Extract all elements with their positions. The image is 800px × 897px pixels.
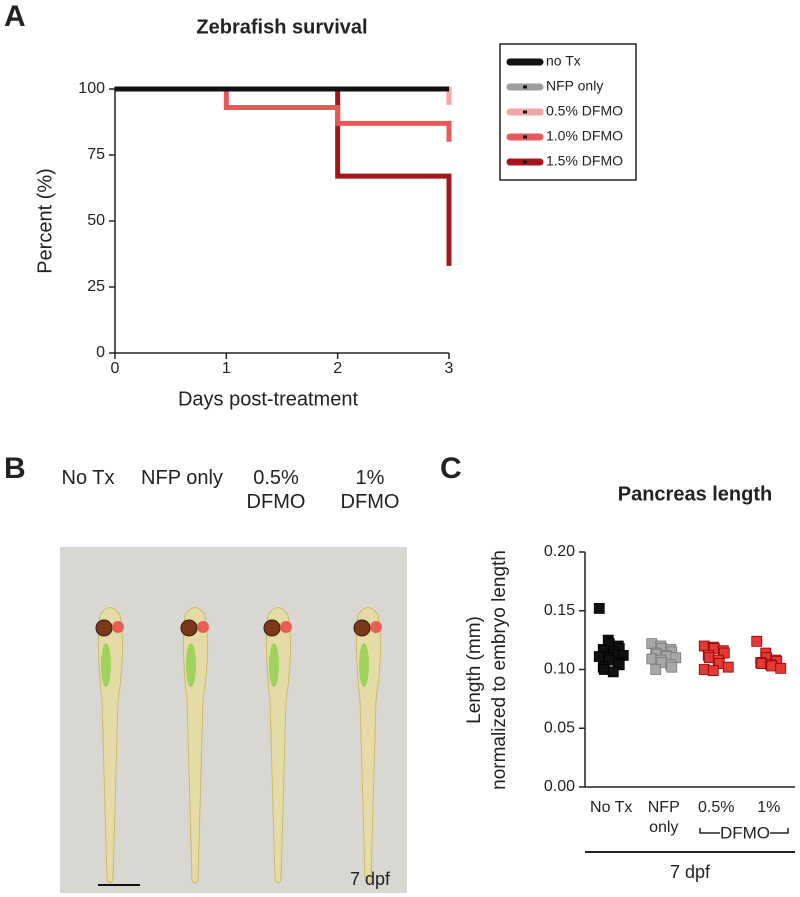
y-tick-label: 0.20 (544, 543, 575, 560)
data-point (766, 660, 778, 672)
y-tick-label: 50 (87, 212, 105, 229)
data-point (613, 659, 625, 671)
data-point (698, 664, 710, 675)
fish-eye (353, 619, 371, 637)
legend-label: 1.0% DFMO (546, 128, 623, 144)
data-point (707, 665, 719, 677)
x-tick-label: 1% (757, 799, 781, 816)
y-tick-label: 25 (87, 278, 105, 295)
bracket-label: DFMO (720, 823, 770, 842)
fish-gut (186, 643, 196, 687)
data-point (751, 635, 763, 647)
x-tick-label: 0.5% (698, 799, 735, 816)
fish-eye (95, 619, 113, 637)
data-point (593, 651, 605, 662)
fish-group (95, 607, 382, 884)
legend-label: NFP only (546, 78, 603, 94)
data-point (646, 638, 658, 650)
fish-eye-glow (197, 621, 209, 633)
photo-label: 0.5% DFMO (246, 467, 306, 513)
photo-label: No Tx (61, 467, 115, 489)
chart-title: Pancreas length (618, 483, 773, 505)
data-point (666, 661, 678, 673)
panel-letter: C (440, 452, 462, 485)
x-tick-label: 3 (445, 360, 454, 377)
y-tick-label: 0.10 (544, 661, 575, 678)
y-tick-label: 0 (96, 344, 105, 361)
data-point (722, 661, 734, 673)
data-point (703, 652, 715, 664)
x-tick-label: 0 (111, 360, 120, 377)
y-tick-label: 0.00 (544, 778, 575, 795)
fish-eye (180, 619, 198, 637)
fish-eye (263, 619, 281, 637)
y-tick-label: 0.15 (544, 602, 575, 619)
fish-gut (359, 643, 369, 687)
fish-eye-glow (280, 621, 292, 633)
data-point (775, 662, 787, 674)
panel-letter: A (4, 0, 26, 33)
y-tick-label: 100 (78, 80, 105, 97)
fish-eye-glow (112, 621, 124, 633)
legend-label: 0.5% DFMO (546, 103, 623, 119)
y-axis-label: normalized to embryo length (489, 550, 510, 790)
survival-line (115, 86, 452, 142)
data-point (646, 653, 658, 665)
legend-label: no Tx (546, 53, 581, 69)
photo-label: 1% DFMO (340, 467, 400, 513)
data-point (698, 640, 710, 652)
data-point (756, 658, 768, 670)
x-tick-label: 2 (333, 360, 342, 377)
x-tick-label: NFP only (647, 799, 680, 836)
data-point (718, 647, 730, 659)
panel-letter: B (4, 452, 26, 485)
y-tick-label: 0.05 (544, 719, 575, 736)
fish-gut (101, 643, 111, 687)
y-axis-label: Percent (%) (34, 168, 56, 274)
photo-stage: 7 dpf (350, 869, 391, 889)
legend-label: 1.5% DFMO (546, 153, 623, 169)
data-point (593, 603, 605, 614)
x-tick-label: No Tx (590, 799, 633, 816)
group-label: 7 dpf (670, 862, 711, 882)
data-point (650, 664, 662, 675)
data-point (598, 664, 610, 675)
chart-title: Zebrafish survival (196, 16, 367, 38)
data-point (607, 666, 619, 678)
bracket (699, 828, 789, 834)
x-axis-label: Days post-treatment (178, 388, 359, 410)
fish-eye-glow (370, 621, 382, 633)
photo-label: NFP only (141, 467, 223, 489)
survival-line (115, 86, 452, 266)
fish-gut (269, 643, 279, 687)
y-axis-label: Length (mm) (464, 616, 485, 724)
x-tick-label: 1 (222, 360, 231, 377)
y-tick-label: 75 (87, 146, 105, 163)
